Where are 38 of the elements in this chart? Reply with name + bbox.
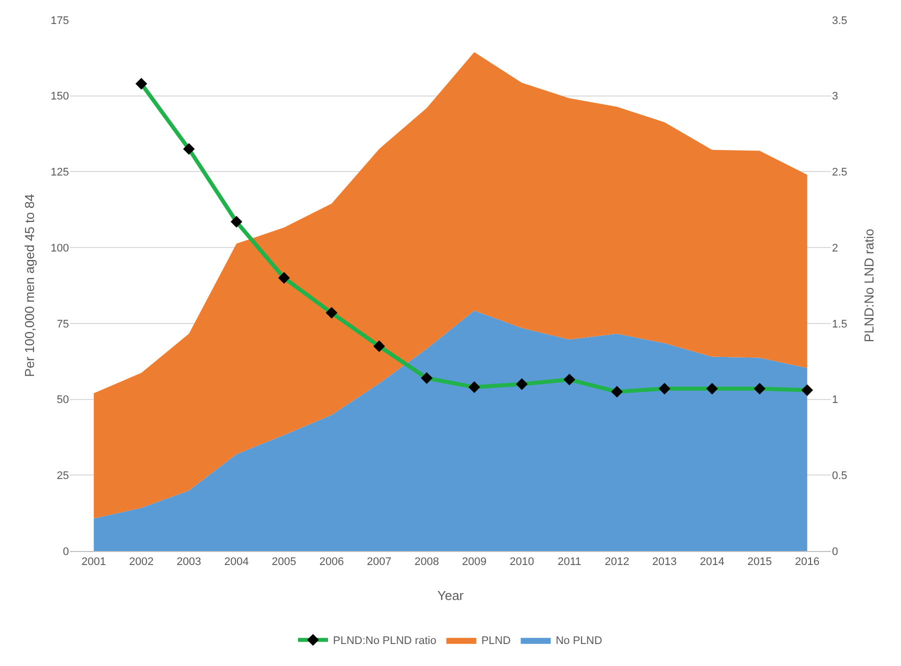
- x-tick-label: 2005: [272, 556, 296, 568]
- x-tick-label: 2003: [176, 556, 202, 568]
- x-tick-label: 2002: [129, 556, 154, 568]
- y-tick-label: 75: [56, 318, 69, 330]
- x-tick-label: 2011: [558, 556, 582, 568]
- x-tick-label: 2015: [747, 556, 772, 568]
- x-tick-label: 2009: [462, 556, 487, 568]
- legend-label: No PLND: [556, 635, 602, 648]
- y-tick-label: 175: [50, 14, 69, 27]
- y2-tick-label: 1: [832, 394, 838, 406]
- y-axis-title: Per 100,000 men aged 45 to 84: [22, 194, 37, 377]
- x-tick-label: 2007: [366, 556, 392, 568]
- y-tick-label: 25: [56, 470, 69, 482]
- x-tick-label: 2012: [604, 556, 630, 568]
- x-tick-label: 2006: [319, 556, 344, 568]
- y2-tick-label: 1.5: [832, 318, 848, 330]
- y2-tick-label: 3.5: [832, 14, 848, 27]
- legend-label: PLND: [481, 635, 511, 648]
- x-tick-label: 2001: [82, 556, 106, 568]
- x-tick-label: 2013: [652, 556, 677, 568]
- y-tick-label: 150: [50, 90, 69, 103]
- y2-tick-label: 0: [832, 546, 838, 558]
- x-tick-label: 2004: [224, 556, 249, 568]
- y2-tick-label: 0.5: [832, 470, 848, 482]
- x-tick-label: 2014: [700, 556, 724, 568]
- x-axis-title: Year: [437, 588, 464, 603]
- y2-tick-label: 2.5: [832, 166, 848, 179]
- y2-axis-title: PLND:No LND ratio: [862, 228, 876, 342]
- y2-tick-label: 2: [832, 242, 838, 254]
- y2-tick-label: 3: [832, 90, 838, 103]
- y-tick-label: 125: [50, 166, 69, 179]
- y-tick-label: 50: [56, 394, 69, 406]
- x-tick-label: 2010: [510, 556, 534, 568]
- y-tick-label: 100: [50, 242, 69, 254]
- legend-label: PLND:No PLND ratio: [333, 635, 436, 648]
- x-tick-label: 2008: [414, 556, 439, 568]
- y-tick-label: 0: [62, 546, 69, 558]
- x-tick-label: 2016: [794, 556, 820, 568]
